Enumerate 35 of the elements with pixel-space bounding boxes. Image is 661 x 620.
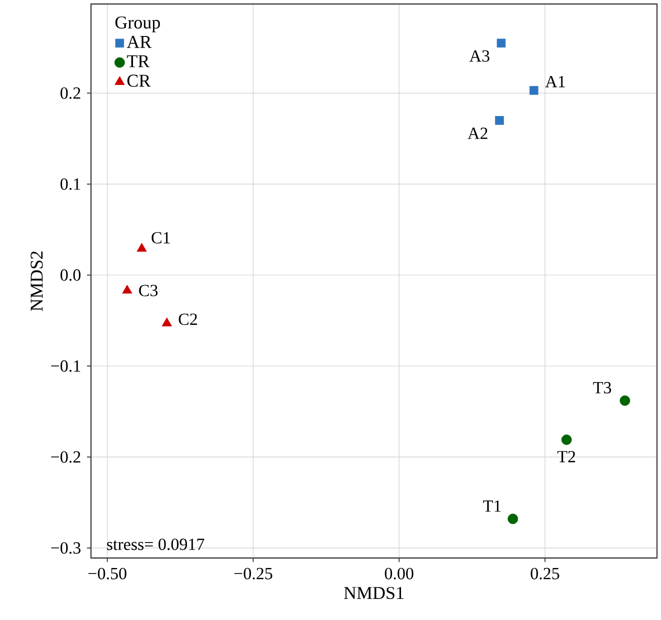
annotation: A2 — [468, 128, 488, 139]
x-tick-label: 0.00 — [384, 568, 414, 580]
y-tick-label: 0.2 — [60, 87, 80, 99]
point — [496, 38, 506, 48]
point — [530, 86, 538, 95]
legend-label: AR — [126, 36, 152, 48]
point — [162, 318, 172, 326]
x-tick-label: −0.25 — [234, 568, 272, 580]
point — [561, 434, 572, 445]
point — [136, 242, 147, 252]
annotation: T2 — [557, 450, 576, 462]
x-tick-label: 0.25 — [530, 568, 560, 580]
annotation: T3 — [593, 382, 612, 394]
x-axis-title: NMDS1 — [344, 586, 404, 600]
y-tick-label: −0.2 — [51, 451, 80, 463]
legend-title: Group — [115, 16, 160, 32]
y-tick-label: 0.0 — [60, 269, 80, 281]
point — [508, 514, 518, 524]
annotation: T1 — [483, 500, 501, 512]
legend-label: CR — [127, 74, 151, 87]
y-axis-title: NMDS2 — [30, 252, 43, 311]
y-tick-label: −0.3 — [51, 542, 80, 554]
annotation: C2 — [178, 314, 197, 326]
point — [495, 116, 504, 125]
y-tick-label: −0.1 — [51, 360, 80, 372]
annotation: A1 — [545, 76, 565, 88]
y-tick-label: 0.1 — [60, 178, 80, 190]
annotation: C1 — [152, 232, 170, 244]
annotation: C3 — [139, 284, 158, 296]
legend-label: TR — [126, 55, 150, 68]
point — [620, 395, 630, 406]
x-tick-label: −0.50 — [88, 568, 126, 580]
annotation: A3 — [469, 50, 490, 62]
point — [122, 284, 132, 294]
annotation: stress= 0.0917 — [107, 538, 204, 550]
